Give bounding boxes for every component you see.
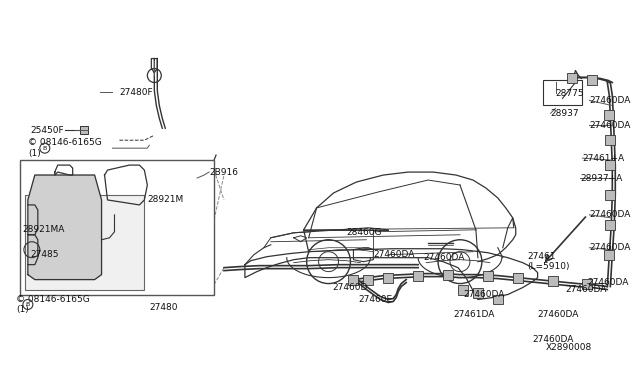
Text: 28937: 28937 (550, 109, 579, 118)
Text: 27460DA: 27460DA (589, 211, 631, 219)
Bar (548, 276, 557, 286)
Text: 27460DA: 27460DA (463, 290, 504, 299)
Bar (79, 126, 88, 134)
Text: 27460DA: 27460DA (589, 243, 631, 252)
Text: 27460DA: 27460DA (566, 285, 607, 294)
Text: B: B (43, 146, 47, 151)
Text: © 08146-6165G
(1): © 08146-6165G (1) (16, 295, 90, 314)
Polygon shape (28, 175, 102, 280)
Bar (605, 190, 615, 200)
Text: 27460DA: 27460DA (589, 96, 631, 105)
Bar (383, 273, 393, 283)
Bar (364, 275, 373, 285)
Text: 27480: 27480 (149, 303, 178, 312)
Text: 27460DA: 27460DA (538, 310, 579, 319)
Text: 27480F: 27480F (120, 88, 153, 97)
Bar (605, 160, 615, 170)
Text: 27460D: 27460D (333, 283, 368, 292)
Bar (473, 288, 483, 298)
Bar (493, 295, 503, 304)
Bar (20, 160, 214, 295)
Text: 27460DA: 27460DA (532, 335, 574, 344)
Bar (458, 285, 468, 295)
Bar (604, 110, 614, 120)
Text: 27460DA: 27460DA (589, 121, 631, 130)
Text: 27460E: 27460E (358, 295, 392, 304)
Text: 27461+A: 27461+A (582, 154, 625, 163)
Text: 25450F: 25450F (30, 126, 63, 135)
Text: 27485: 27485 (30, 250, 58, 259)
Text: © 08146-6165G
(1): © 08146-6165G (1) (28, 138, 102, 158)
Bar (25, 195, 145, 289)
Bar (513, 273, 523, 283)
Text: X2890008: X2890008 (545, 343, 592, 352)
Bar (443, 270, 453, 280)
Bar (413, 270, 423, 280)
Text: 28775: 28775 (556, 89, 584, 98)
Bar (604, 250, 614, 260)
Text: 27460DA: 27460DA (423, 253, 465, 262)
Bar (483, 270, 493, 280)
Text: 27461DA: 27461DA (453, 310, 494, 319)
Bar (348, 275, 358, 285)
Bar (568, 74, 577, 83)
Bar (543, 80, 582, 105)
Text: B: B (26, 302, 30, 307)
Bar (582, 279, 593, 289)
Text: 28921MA: 28921MA (22, 225, 64, 234)
Text: 28937+A: 28937+A (580, 173, 623, 183)
Text: 28460G: 28460G (346, 228, 382, 237)
Bar (605, 135, 615, 145)
Text: 27460DA: 27460DA (588, 278, 628, 287)
Text: 2B916: 2B916 (209, 167, 238, 177)
Text: 27460DA: 27460DA (373, 250, 415, 259)
Text: 27461
(L=5910): 27461 (L=5910) (527, 252, 570, 271)
Bar (605, 220, 615, 230)
Text: 28921M: 28921M (147, 195, 184, 205)
Bar (588, 76, 597, 86)
